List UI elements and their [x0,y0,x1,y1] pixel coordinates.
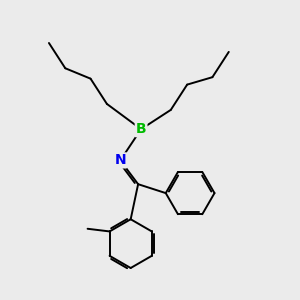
Text: B: B [136,122,146,136]
Text: N: N [115,153,126,167]
